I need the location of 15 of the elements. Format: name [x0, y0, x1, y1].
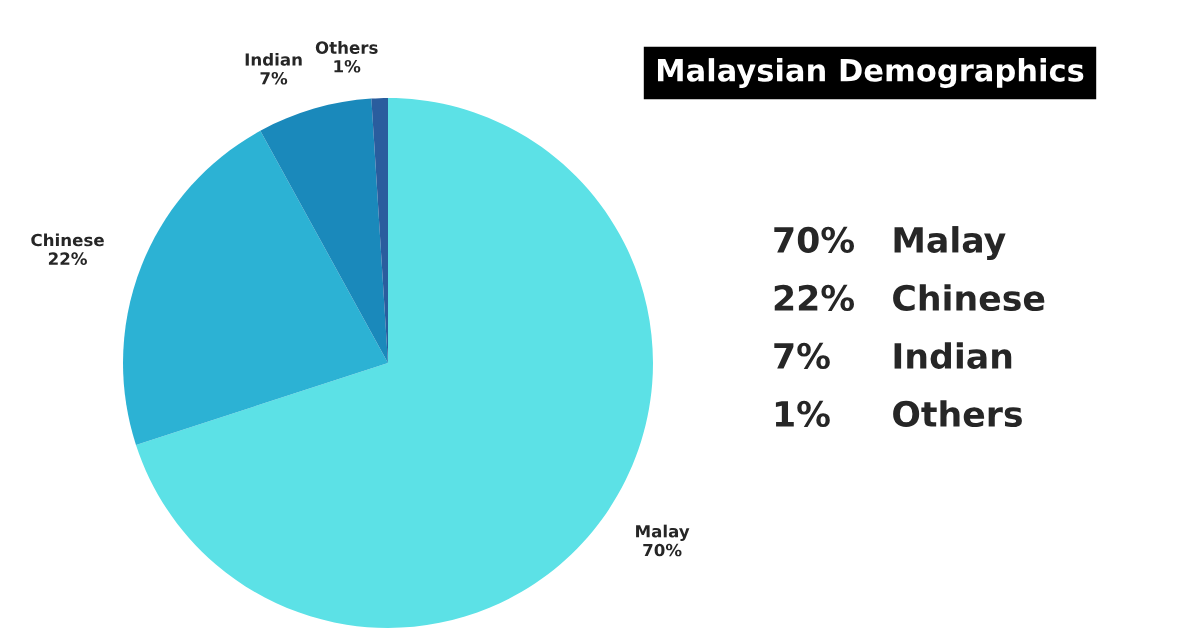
slice-label: Indian [245, 52, 302, 66]
slice-label: Malay [636, 524, 690, 541]
text: 7% Indian [774, 342, 1012, 370]
text: 22% Chinese [774, 284, 1045, 312]
data-label: 22% [48, 252, 87, 265]
data-label: 1% [334, 59, 361, 73]
text: Malaysian Demographics [657, 58, 1084, 88]
data-label: 7% [260, 71, 288, 85]
text: 1% Others [775, 400, 1022, 428]
data-label: 70% [643, 543, 682, 557]
text: 70% Malay [774, 226, 1006, 260]
pie-slice [260, 98, 388, 363]
slice-label: Chinese [31, 233, 104, 247]
slice-label: Others [315, 41, 378, 54]
pie-slice [123, 130, 388, 445]
